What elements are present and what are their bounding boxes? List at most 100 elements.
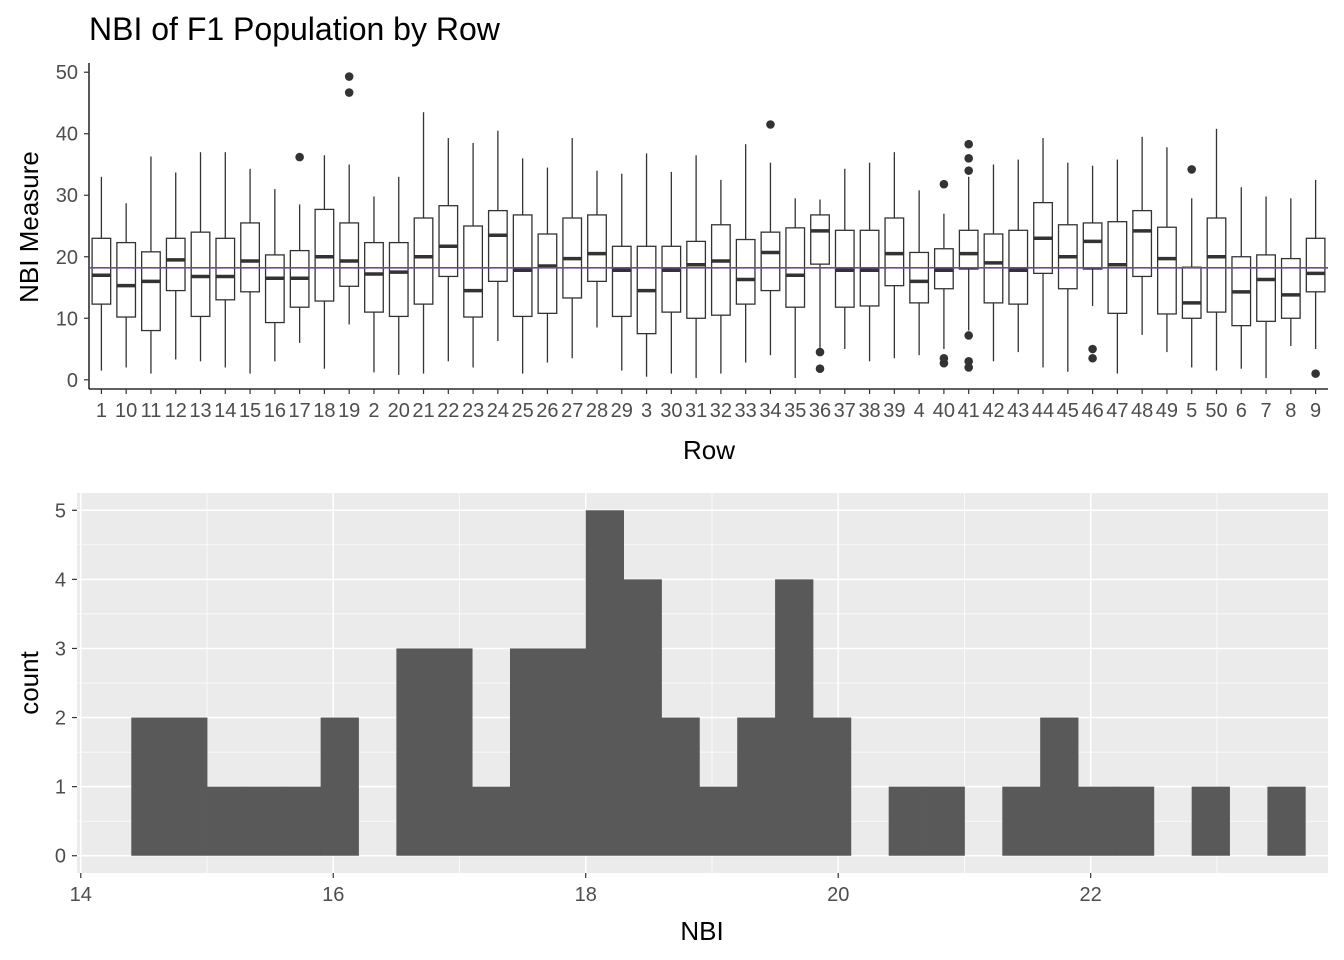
boxplot-x-tick-label: 3 bbox=[641, 400, 652, 422]
boxplot-box bbox=[636, 153, 657, 377]
boxplot-box bbox=[1008, 159, 1029, 353]
boxplot-iqr-box bbox=[760, 231, 781, 292]
boxplot-box bbox=[264, 189, 285, 362]
histogram-bar bbox=[661, 717, 700, 856]
histogram-bar bbox=[131, 717, 170, 856]
histogram-x-tick-label: 14 bbox=[70, 884, 92, 906]
histogram-y-tick-label: 0 bbox=[55, 846, 66, 868]
boxplot-x-tick-label: 5 bbox=[1186, 400, 1197, 422]
boxplot-box bbox=[314, 155, 335, 369]
histogram-bar bbox=[737, 717, 776, 856]
chart-title: NBI of F1 Population by Row bbox=[89, 11, 501, 47]
boxplot-outlier-point bbox=[815, 347, 825, 357]
boxplot-box bbox=[339, 72, 360, 325]
boxplot-box bbox=[116, 203, 137, 368]
histogram-bar bbox=[623, 579, 662, 856]
boxplot-x-tick-label: 28 bbox=[586, 400, 608, 422]
histogram-bar bbox=[1115, 786, 1155, 856]
boxplot-y-tick-label: 40 bbox=[56, 124, 78, 146]
histogram-bar bbox=[775, 579, 814, 856]
boxplot-iqr-box bbox=[686, 240, 707, 319]
boxplot-x-tick-label: 22 bbox=[437, 400, 459, 422]
boxplot-iqr-box bbox=[587, 214, 607, 283]
boxplot-y-tick-label: 30 bbox=[56, 185, 78, 207]
boxplot-x-tick-label: 4 bbox=[914, 400, 925, 422]
boxplot-iqr-box bbox=[611, 245, 632, 318]
boxplot-x-tick-label: 34 bbox=[759, 400, 781, 422]
boxplot-x-tick-label: 47 bbox=[1106, 400, 1128, 422]
boxplot-iqr-box bbox=[1256, 254, 1276, 322]
boxplot-iqr-box bbox=[487, 209, 508, 283]
boxplot-x-axis-title: Row bbox=[683, 435, 735, 465]
boxplot-box bbox=[215, 152, 236, 368]
boxplot-box bbox=[1305, 179, 1326, 378]
boxplot-box bbox=[884, 152, 905, 359]
boxplot-box bbox=[438, 138, 459, 362]
histogram-y-tick-label: 4 bbox=[55, 569, 66, 591]
histogram-x-axis-title: NBI bbox=[680, 916, 723, 946]
boxplot-y-tick-label: 0 bbox=[67, 370, 78, 392]
histogram-bar bbox=[509, 648, 549, 856]
boxplot-iqr-box bbox=[1280, 257, 1301, 319]
boxplot-x-tick-label: 19 bbox=[338, 400, 360, 422]
boxplot-x-tick-label: 41 bbox=[958, 400, 980, 422]
boxplot-outlier-point bbox=[964, 139, 973, 149]
boxplot-x-tick-label: 42 bbox=[982, 400, 1004, 422]
boxplot-box bbox=[834, 168, 855, 350]
boxplot-x-tick-label: 50 bbox=[1205, 400, 1227, 422]
boxplot-box bbox=[91, 176, 112, 371]
boxplot-iqr-box bbox=[438, 205, 459, 278]
boxplot-x-tick-label: 13 bbox=[189, 400, 211, 422]
boxplot-x-tick-label: 27 bbox=[561, 400, 583, 422]
boxplot-iqr-box bbox=[1206, 217, 1227, 313]
boxplot-outlier-point bbox=[1088, 353, 1097, 363]
boxplot-box bbox=[983, 164, 1004, 362]
histogram-bar bbox=[1267, 786, 1306, 856]
histogram-bar bbox=[207, 786, 246, 856]
boxplot-x-tick-label: 18 bbox=[313, 400, 335, 422]
boxplot-x-tick-label: 37 bbox=[834, 400, 856, 422]
boxplot-iqr-box bbox=[165, 237, 186, 292]
histogram-bar bbox=[169, 717, 208, 856]
histogram-bar bbox=[812, 717, 852, 856]
boxplot-iqr-box bbox=[958, 229, 979, 270]
boxplot-iqr-box bbox=[1305, 237, 1326, 293]
histogram-bar bbox=[1002, 786, 1041, 856]
boxplot-box bbox=[661, 171, 682, 374]
boxplot-x-tick-label: 32 bbox=[710, 400, 732, 422]
boxplot-box bbox=[710, 179, 731, 374]
boxplot-iqr-box bbox=[661, 245, 682, 313]
boxplot-iqr-box bbox=[91, 237, 112, 305]
boxplot-iqr-box bbox=[537, 233, 558, 314]
boxplot-iqr-box bbox=[1082, 222, 1103, 270]
boxplot-x-tick-label: 29 bbox=[611, 400, 633, 422]
boxplot-box bbox=[413, 112, 434, 374]
boxplot-box bbox=[240, 168, 261, 374]
boxplot-x-tick-label: 16 bbox=[264, 400, 286, 422]
histogram-bar bbox=[926, 786, 965, 856]
boxplot-box bbox=[1256, 196, 1276, 378]
histogram-y-tick-label: 1 bbox=[55, 777, 66, 799]
boxplot-outlier-point bbox=[344, 72, 354, 81]
histogram-y-axis-title: count bbox=[14, 650, 44, 714]
boxplot-outlier-point bbox=[964, 331, 973, 340]
histogram-panel: 0 1 2 3 4 5 14 16 18 20 22 bbox=[55, 493, 1328, 906]
boxplot-outlier-point bbox=[939, 179, 949, 189]
boxplot-y-axis-title: NBI Measure bbox=[14, 151, 44, 303]
boxplot-x-tick-label: 36 bbox=[809, 400, 831, 422]
histogram-y-tick-label: 2 bbox=[55, 708, 66, 730]
boxplot-x-tick-label: 38 bbox=[858, 400, 880, 422]
boxplot-iqr-box bbox=[190, 231, 211, 318]
boxplot-box bbox=[587, 170, 607, 328]
boxplot-x-tick-label: 45 bbox=[1057, 400, 1079, 422]
boxplot-x-tick-label: 49 bbox=[1156, 400, 1178, 422]
boxplot-iqr-box bbox=[215, 237, 236, 301]
boxplot-x-tick-label: 31 bbox=[685, 400, 707, 422]
boxplot-box bbox=[1181, 165, 1202, 368]
boxplot-x-tick-label: 10 bbox=[115, 400, 137, 422]
boxplot-outlier-point bbox=[964, 166, 973, 175]
boxplot-box bbox=[388, 176, 409, 375]
histogram-x-tick-label: 18 bbox=[575, 884, 597, 906]
boxplot-box bbox=[364, 196, 384, 373]
